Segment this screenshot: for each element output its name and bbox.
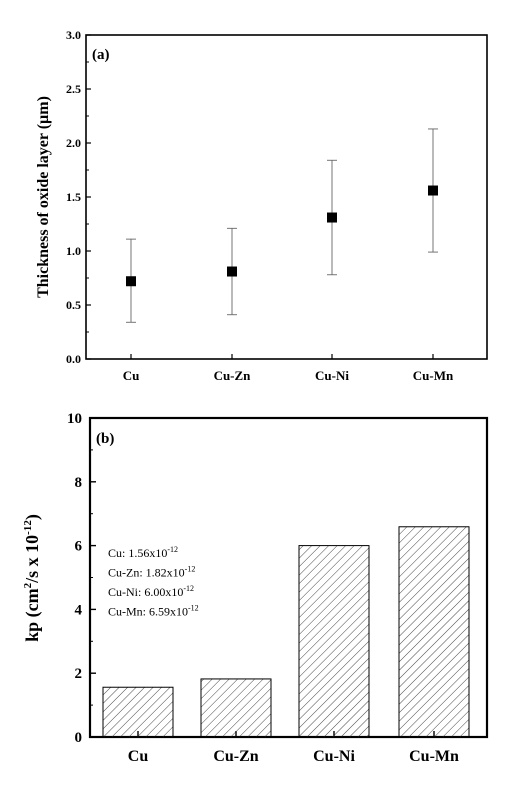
data-point-cu-zn xyxy=(227,266,237,277)
y-tick-label-b: 2 xyxy=(75,666,83,682)
value-annotation-block: Cu: 1.56x10-12 Cu-Zn: 1.82x10-12 Cu-Ni: 6.… xyxy=(108,545,199,619)
y-axis-title-b: kp (cm2/s x 10-12) xyxy=(22,514,43,642)
y-tick-label-b: 10 xyxy=(67,411,82,427)
x-tick-label-a: Cu xyxy=(123,368,140,383)
y-tick-label-b: 8 xyxy=(75,475,83,491)
value-annotation: Cu-Zn: 1.82x10-12 xyxy=(108,565,195,580)
plot-frame-a xyxy=(85,34,488,360)
value-annotation: Cu-Mn: 6.59x10-12 xyxy=(108,604,199,619)
y-tick-label-a: 0.0 xyxy=(66,352,81,366)
y-tick-label-b: 4 xyxy=(75,602,83,618)
y-axis-title-a: Thickness of oxide layer (µm) xyxy=(35,96,52,298)
data-point-cu xyxy=(126,276,136,287)
x-tick-label-a: Cu-Ni xyxy=(315,368,349,383)
y-tick-label-b: 6 xyxy=(75,539,83,555)
y-tick-label-a: 3.0 xyxy=(66,28,81,42)
chart-a: (a) Thickness of oxide layer (µm) 0.0 0.5… xyxy=(35,28,488,383)
y-tick-label-a: 2.0 xyxy=(66,136,81,150)
data-point-cu-ni xyxy=(327,212,337,223)
x-tick-label-b: Cu-Mn xyxy=(409,748,459,765)
y-tick-label-a: 1.0 xyxy=(66,244,81,258)
bar-cu xyxy=(102,686,174,738)
data-point-cu-mn xyxy=(428,185,438,196)
x-tick-label-b: Cu-Ni xyxy=(313,748,355,765)
value-annotation: Cu: 1.56x10-12 xyxy=(108,545,178,560)
chart-b: (b) kp (cm2/s x 10-12) 0 2 4 6 8 10 Cu Cu-Zn Cu… xyxy=(22,411,489,765)
x-tick-label-a: Cu-Mn xyxy=(413,368,454,383)
panel-label-a: (a) xyxy=(92,47,110,63)
panel-label-b: (b) xyxy=(96,431,114,447)
x-tick-label-a: Cu-Zn xyxy=(214,368,252,383)
y-tick-label-a: 2.5 xyxy=(66,82,81,96)
bar-cu-zn xyxy=(200,678,272,738)
x-tick-label-b: Cu-Zn xyxy=(213,748,258,765)
y-tick-label-b: 0 xyxy=(75,730,83,746)
x-tick-label-b: Cu xyxy=(128,748,149,765)
value-annotation: Cu-Ni: 6.00x10-12 xyxy=(108,584,194,599)
y-tick-label-a: 1.5 xyxy=(66,190,81,204)
bar-cu-ni xyxy=(298,545,370,738)
bar-cu-mn xyxy=(398,526,470,738)
y-tick-label-a: 0.5 xyxy=(66,298,81,312)
